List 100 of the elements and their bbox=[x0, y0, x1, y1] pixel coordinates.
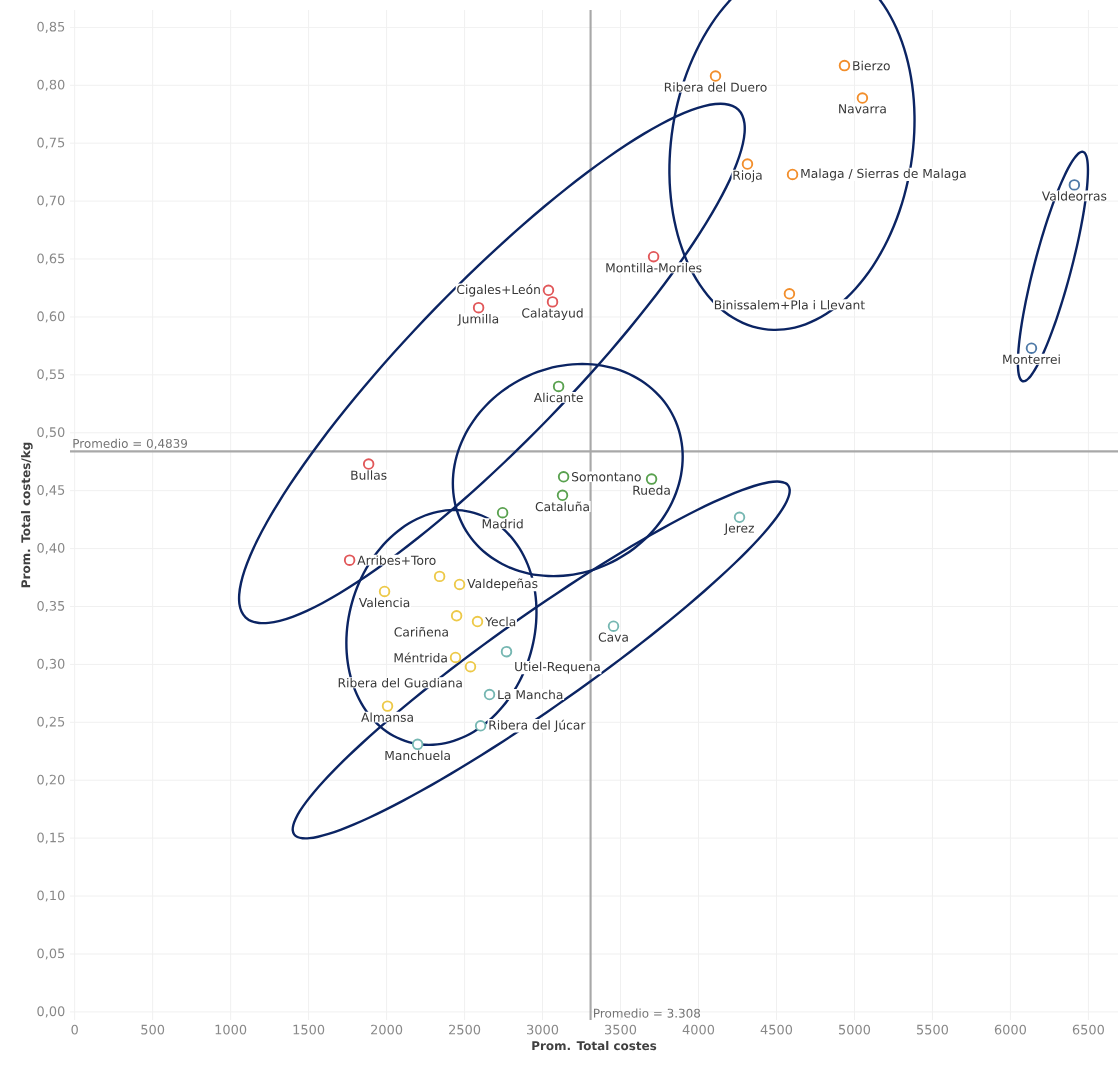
annotation: Cataluña bbox=[535, 501, 589, 512]
annotation: Almansa bbox=[361, 712, 413, 722]
annotation: Yecla bbox=[485, 616, 516, 627]
point bbox=[556, 489, 569, 502]
point bbox=[362, 458, 375, 470]
point bbox=[645, 473, 658, 485]
y-axis-title: Prom. Total costes/kg bbox=[21, 442, 33, 588]
ref-line-label: Promedio = 3.308 bbox=[594, 1008, 701, 1018]
x-tick-label: 2000 bbox=[371, 1024, 403, 1035]
annotation: Cava bbox=[598, 632, 628, 642]
y-tick-label: 0,40 bbox=[37, 543, 65, 555]
y-tick-label: 0,05 bbox=[37, 948, 65, 960]
annotation: Bierzo bbox=[853, 60, 890, 71]
y-tick-label: 0,60 bbox=[37, 311, 65, 323]
annotation: Alicante bbox=[533, 392, 583, 403]
y-tick-label: 0,00 bbox=[37, 1006, 65, 1018]
annotation: La Mancha bbox=[498, 689, 563, 700]
y-tick-label: 0,65 bbox=[37, 253, 65, 265]
y-tick-label: 0,75 bbox=[37, 137, 65, 149]
y-tick-label: 0,45 bbox=[37, 485, 65, 497]
point bbox=[449, 651, 462, 664]
y-tick-label: 0,10 bbox=[37, 890, 65, 902]
point bbox=[378, 585, 391, 598]
annotation: Bullas bbox=[351, 470, 387, 480]
point bbox=[1025, 342, 1038, 354]
point bbox=[381, 700, 394, 712]
point bbox=[741, 158, 754, 170]
point bbox=[411, 738, 424, 751]
y-tick-label: 0,20 bbox=[37, 774, 65, 786]
annotation: Calatayud bbox=[522, 308, 583, 321]
annotation: Valdepeñas bbox=[467, 578, 538, 591]
annotation: Monterrei bbox=[1003, 354, 1060, 364]
point bbox=[474, 720, 487, 732]
y-tick-label: 0,80 bbox=[37, 79, 65, 91]
y-tick-label: 0,25 bbox=[37, 716, 65, 728]
point bbox=[786, 168, 799, 181]
point bbox=[647, 250, 660, 263]
x-tick-label: 4000 bbox=[682, 1024, 715, 1035]
annotation: Méntrida bbox=[394, 652, 447, 663]
annotation: Cariñena bbox=[394, 626, 448, 637]
y-tick-label: 0,50 bbox=[37, 427, 65, 439]
annotation: Valdeorras bbox=[1041, 191, 1107, 201]
point bbox=[450, 610, 463, 622]
x-tick-label: 3500 bbox=[605, 1024, 637, 1035]
x-tick-label: 1000 bbox=[215, 1024, 247, 1035]
point bbox=[496, 506, 509, 519]
annotation: Madrid bbox=[482, 518, 523, 529]
point bbox=[433, 570, 446, 583]
y-tick-label: 0,85 bbox=[37, 21, 65, 33]
y-tick-label: 0,30 bbox=[37, 658, 65, 670]
point bbox=[557, 471, 570, 483]
annotation: Valencia bbox=[358, 597, 410, 608]
point bbox=[500, 645, 513, 658]
x-tick-label: 6000 bbox=[994, 1024, 1027, 1035]
point bbox=[838, 59, 851, 72]
annotation: Manchuela bbox=[385, 750, 450, 761]
x-axis-title: Prom. Total costes bbox=[532, 1040, 657, 1051]
y-tick-label: 0,15 bbox=[37, 832, 65, 844]
point bbox=[472, 301, 485, 314]
annotation: Rioja bbox=[733, 170, 762, 183]
annotation: Montilla-Moriles bbox=[606, 262, 702, 273]
y-tick-label: 0,55 bbox=[37, 369, 65, 381]
x-tick-label: 5000 bbox=[838, 1024, 871, 1035]
ref-line-label: Promedio = 0,4839 bbox=[73, 438, 188, 450]
annotation: Somontano bbox=[572, 472, 641, 482]
annotation: Rueda bbox=[633, 485, 670, 495]
x-tick-label: 500 bbox=[141, 1024, 165, 1035]
x-tick-label: 4500 bbox=[760, 1024, 793, 1035]
x-tick-label: 2500 bbox=[449, 1024, 481, 1035]
annotation: Malaga / Sierras de Malaga bbox=[801, 168, 966, 181]
point bbox=[546, 296, 559, 308]
annotation: Cigales+León bbox=[457, 284, 540, 297]
point bbox=[483, 688, 496, 701]
point bbox=[783, 288, 796, 300]
point bbox=[856, 92, 869, 104]
annotation: Jumilla bbox=[457, 313, 499, 326]
y-tick-label: 0,35 bbox=[37, 600, 65, 613]
x-tick-label: 0 bbox=[71, 1024, 78, 1035]
x-tick-label: 1500 bbox=[293, 1024, 325, 1035]
annotation: Ribera del Duero bbox=[664, 82, 767, 92]
annotation: Arribes+Toro bbox=[357, 555, 436, 565]
point bbox=[1068, 179, 1081, 191]
point bbox=[733, 511, 746, 524]
point bbox=[607, 620, 620, 632]
annotation: Jerez bbox=[723, 523, 754, 535]
point bbox=[471, 615, 484, 628]
point bbox=[343, 554, 356, 566]
point bbox=[552, 380, 565, 393]
point bbox=[709, 70, 722, 82]
x-tick-label: 5500 bbox=[916, 1024, 949, 1035]
x-tick-label: 6500 bbox=[1072, 1024, 1104, 1035]
annotation: Ribera del Guadiana bbox=[338, 677, 462, 688]
x-tick-label: 3000 bbox=[527, 1024, 559, 1035]
point bbox=[542, 284, 555, 297]
annotation: Ribera del Júcar bbox=[489, 719, 586, 732]
point bbox=[453, 578, 466, 591]
annotation: Binissalem+Pla i Llevant bbox=[714, 300, 865, 310]
point bbox=[464, 661, 477, 673]
y-tick-label: 0,70 bbox=[37, 195, 65, 207]
annotation: Navarra bbox=[839, 104, 886, 114]
